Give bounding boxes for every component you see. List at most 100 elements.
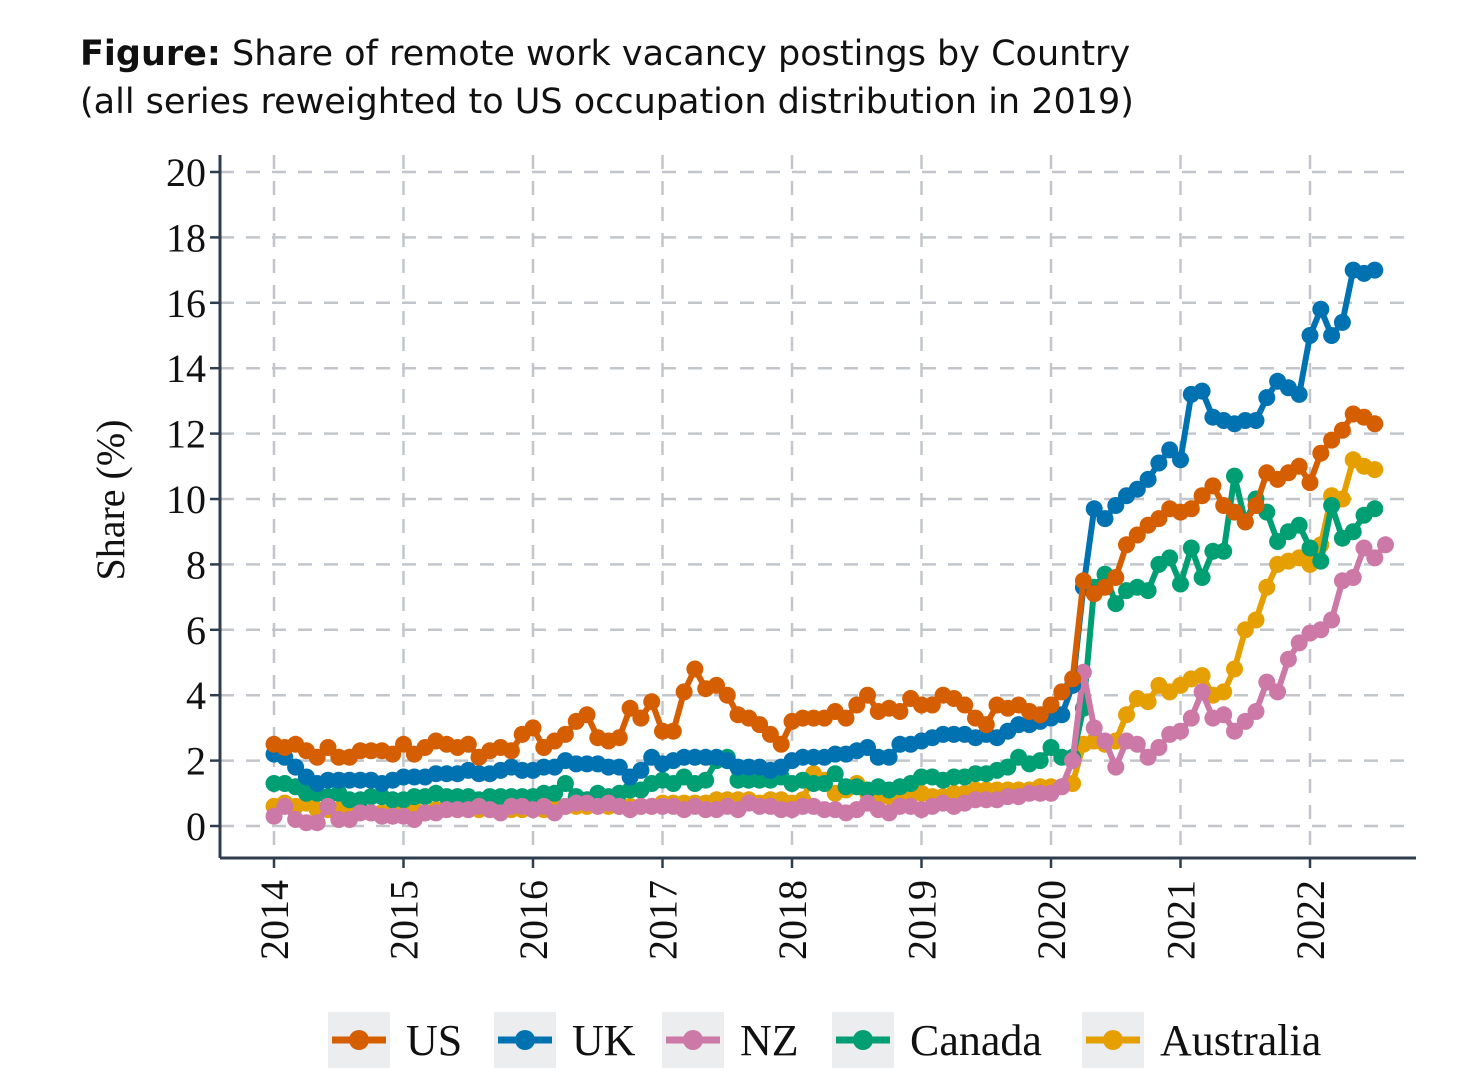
data-point (848, 696, 866, 714)
data-point (1290, 516, 1308, 534)
data-point (1269, 533, 1287, 550)
data-point (675, 683, 693, 701)
data-point (1312, 444, 1330, 462)
y-tick-label: 16 (166, 281, 206, 326)
data-point (1226, 503, 1243, 521)
series-layer (265, 261, 1394, 832)
legend-item-nz: NZ (662, 1012, 799, 1068)
data-point (1301, 327, 1319, 344)
title-subtitle: (all series reweighted to US occupation … (80, 82, 1134, 122)
data-point (1333, 313, 1351, 331)
y-tick-label: 18 (166, 215, 206, 260)
data-point (384, 745, 402, 763)
x-tick-label: 2018 (770, 880, 815, 960)
data-point (265, 807, 283, 825)
data-point (632, 761, 650, 779)
data-point (1139, 748, 1157, 766)
data-point (1279, 650, 1297, 668)
data-point (1193, 382, 1211, 400)
data-point (1247, 703, 1265, 720)
data-point (1096, 510, 1114, 528)
data-point (1096, 732, 1114, 750)
data-point (1053, 683, 1071, 701)
legend: US UK NZ Canada Australia (328, 1012, 1321, 1068)
data-point (1226, 467, 1243, 485)
data-point (1064, 752, 1082, 770)
data-point (1323, 611, 1341, 629)
data-point (502, 742, 520, 760)
y-tick-label: 2 (186, 739, 206, 784)
data-point (1139, 470, 1157, 488)
data-point (923, 696, 941, 714)
x-tick-label: 2020 (1029, 880, 1074, 960)
data-point (319, 739, 337, 756)
x-tick-label: 2021 (1159, 880, 1204, 960)
data-point (1377, 536, 1394, 554)
data-point (999, 758, 1017, 776)
data-point (610, 758, 628, 776)
data-point (1139, 693, 1157, 711)
series-uk (265, 261, 1384, 792)
legend-key-marker (515, 1030, 535, 1050)
data-point (610, 729, 628, 747)
legend-key-marker (853, 1030, 873, 1050)
data-point (1323, 497, 1341, 514)
data-point (664, 722, 682, 740)
data-point (1107, 758, 1125, 776)
data-point (1204, 477, 1222, 495)
data-point (859, 686, 876, 704)
data-point (1107, 595, 1125, 613)
data-point (708, 676, 725, 694)
data-point (556, 725, 574, 743)
data-point (1118, 706, 1135, 724)
y-tick-label: 20 (166, 150, 206, 195)
legend-label: Australia (1160, 1016, 1321, 1065)
data-point (1258, 389, 1276, 407)
data-point (1215, 706, 1233, 724)
data-point (1247, 611, 1265, 629)
legend-item-uk: UK (494, 1012, 636, 1068)
grid (220, 155, 1416, 858)
data-point (1258, 673, 1276, 691)
data-point (1247, 497, 1265, 514)
data-point (1269, 683, 1287, 701)
data-point (1366, 549, 1384, 567)
data-point (1226, 722, 1243, 740)
data-point (1323, 327, 1341, 344)
legend-item-australia: Australia (1082, 1012, 1321, 1068)
data-point (761, 725, 779, 743)
data-point (556, 775, 574, 792)
data-point (1107, 497, 1125, 514)
data-point (815, 775, 833, 792)
axes: 0 2 4 6 8 10 12 14 16 18 20 2014 2015 2016 2017 2018 201… (88, 150, 1416, 960)
x-tick-label: 2022 (1288, 880, 1333, 960)
data-point (772, 735, 790, 753)
y-tick-label: 4 (186, 673, 206, 718)
data-point (1042, 696, 1060, 714)
data-point (697, 771, 715, 789)
data-point (1172, 722, 1189, 740)
data-point (1301, 539, 1319, 557)
data-point (1290, 457, 1308, 475)
y-tick-label: 6 (186, 608, 206, 653)
data-point (859, 739, 876, 756)
data-point (880, 748, 898, 766)
y-tick-label: 14 (166, 346, 206, 391)
data-point (1085, 500, 1103, 518)
data-point (643, 693, 661, 711)
data-point (1172, 451, 1189, 469)
data-point (578, 706, 596, 724)
data-point (308, 748, 326, 766)
legend-label: NZ (740, 1016, 799, 1065)
data-point (1161, 549, 1179, 567)
y-tick-label: 12 (166, 412, 206, 457)
data-point (891, 703, 909, 720)
data-point (1333, 421, 1351, 439)
data-point (1355, 539, 1373, 557)
data-point (632, 709, 650, 727)
series-nz (265, 536, 1394, 832)
legend-label: US (406, 1016, 462, 1065)
y-tick-label: 0 (186, 804, 206, 849)
data-point (1344, 569, 1362, 586)
data-point (1182, 539, 1200, 557)
